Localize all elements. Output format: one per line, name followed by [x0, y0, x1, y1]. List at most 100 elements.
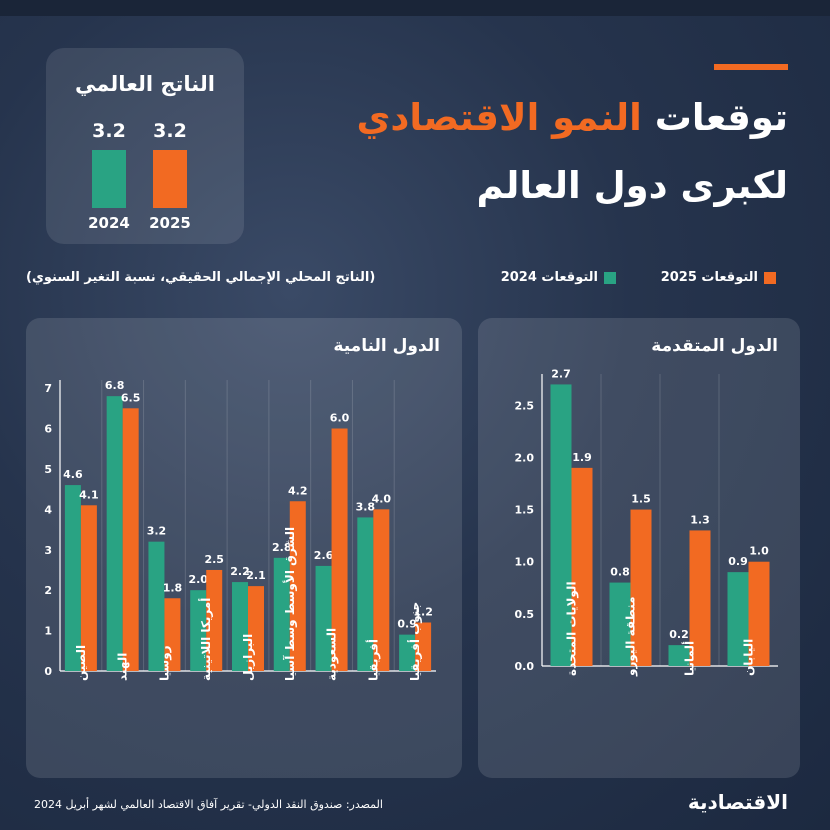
- legend-label-2025: التوقعات 2025: [660, 270, 758, 285]
- data-label: 1.0: [749, 545, 769, 558]
- bar-2025: [248, 586, 264, 671]
- data-label: 1.3: [690, 513, 710, 526]
- title-accent-bar: [714, 64, 788, 70]
- bar-2024: [357, 517, 374, 671]
- data-label: 1.2: [413, 606, 433, 619]
- y-tick-label: 4: [44, 503, 52, 516]
- developing-chart: 0 1 2 3 4 5 6 7 4.6 4.1 الصين 6.86.5 الهند 3.2 1.8 روسي…: [44, 379, 436, 681]
- category-label: ألمانيا: [682, 641, 697, 676]
- global-value-2024: 3.2: [92, 120, 126, 142]
- data-label: 4.6: [63, 468, 83, 481]
- top-strip: [0, 0, 830, 16]
- bar-2025: [164, 598, 181, 671]
- global-output-title: الناتج العالمي: [75, 72, 215, 96]
- advanced-panel: الدول المتقدمة 0.0 0.5 1.0 1.5 2.0 2.5 2.7 1.9 ا…: [478, 318, 800, 778]
- data-label: 6.0: [330, 412, 350, 425]
- bar-2024: [668, 645, 690, 666]
- data-label: 2.0: [188, 573, 208, 586]
- data-label: 0.8: [610, 566, 630, 579]
- legend-swatch-2024: [604, 271, 616, 284]
- main-title-line2: لكبرى دول العالم: [476, 164, 788, 207]
- y-tick-label: 2: [44, 584, 52, 597]
- y-tick-label: 1.5: [515, 504, 535, 517]
- source-note: المصدر: صندوق النقد الدولي- تقرير آفاق ا…: [34, 798, 383, 811]
- category-label: الهند: [116, 653, 130, 681]
- category-label: جنوب أفريقيا: [407, 602, 423, 681]
- bar-2024: [190, 590, 207, 671]
- global-output-box: الناتج العالمي 3.2 3.2 2024 2025: [46, 48, 244, 244]
- bar-2025: [748, 561, 770, 666]
- bar-2025: [331, 428, 348, 671]
- data-label: 4.2: [288, 484, 308, 497]
- category-label: اليابان: [742, 639, 756, 676]
- y-tick-label: 0: [44, 665, 52, 678]
- category-label: الصين: [74, 645, 88, 681]
- bar-2025: [689, 530, 711, 666]
- y-tick-label: 1.0: [515, 556, 535, 569]
- y-tick-label: 1: [44, 625, 52, 638]
- global-value-2025: 3.2: [153, 120, 187, 142]
- developing-panel: الدول النامية 0 1 2 3 4 5 6 7 4.6 4.1 الصين 6.8 6.5 ا…: [26, 318, 462, 778]
- y-tick-label: 2.5: [515, 399, 535, 412]
- data-label: 6.5: [121, 391, 140, 404]
- category-label: منطقة اليورو: [624, 596, 639, 677]
- units-note: (الناتج المحلي الإجمالي الحقيقي، نسبة ال…: [26, 270, 376, 285]
- data-label: 6.8: [105, 379, 125, 392]
- category-label: البرازيل: [241, 634, 255, 681]
- bar-2025: [630, 509, 652, 666]
- category-label: السعودية: [325, 628, 340, 681]
- bar-2025: [206, 569, 223, 671]
- data-label: 4.0: [372, 492, 392, 505]
- y-tick-label: 6: [44, 423, 52, 436]
- title-highlight: النمو الاقتصادي: [356, 96, 642, 139]
- category-label: الشرق الأوسط وسط آسيا: [282, 527, 298, 681]
- category-label: الولايات المتحدة: [565, 581, 580, 676]
- y-tick-label: 0.5: [515, 608, 535, 621]
- data-label: 0.2: [669, 628, 689, 641]
- bar-2024: [106, 396, 123, 671]
- data-label: 3.8: [356, 500, 376, 513]
- data-label: 2.1: [246, 569, 266, 582]
- data-label: 4.1: [79, 488, 99, 501]
- bar-2025: [289, 501, 306, 671]
- bar-2025: [80, 505, 97, 671]
- data-label: 2.8: [272, 541, 292, 554]
- y-tick-label: 0.0: [515, 660, 535, 673]
- legend-item-2025: التوقعات 2025: [661, 270, 776, 285]
- legend-label-2024: التوقعات 2024: [500, 270, 598, 285]
- advanced-panel-title: الدول المتقدمة: [651, 336, 778, 356]
- global-year-2025: 2025: [149, 214, 191, 232]
- bar-2024: [399, 634, 416, 671]
- bar-2024: [148, 541, 165, 671]
- global-bar-2024: [92, 150, 126, 208]
- data-label: 2.7: [551, 367, 571, 380]
- legend-item-2024: التوقعات 2024: [501, 270, 616, 285]
- data-label: 1.9: [572, 451, 592, 464]
- legend-swatch-2025: [764, 271, 776, 284]
- bar-2024: [232, 582, 248, 671]
- title-part1: توقعات: [654, 96, 788, 139]
- bar-2025: [571, 467, 593, 666]
- bar-2024: [315, 565, 332, 671]
- bar-2025: [373, 509, 390, 671]
- data-label: 2.5: [204, 553, 224, 566]
- category-label: أفريقيا: [365, 639, 380, 681]
- bar-2024: [550, 384, 572, 666]
- main-title-line1: توقعات النمو الاقتصادي: [356, 96, 788, 139]
- bar-2024: [727, 572, 749, 666]
- data-label: 0.9: [728, 555, 748, 568]
- global-year-2024: 2024: [88, 214, 130, 232]
- data-label: 2.2: [230, 565, 250, 578]
- y-tick-label: 3: [44, 544, 52, 557]
- data-label: 2.6: [314, 549, 334, 562]
- data-label: 1.8: [163, 581, 183, 594]
- bar-2024: [64, 485, 81, 671]
- bar-2025: [415, 622, 432, 671]
- category-label: روسيا: [157, 645, 172, 681]
- y-tick-label: 2.0: [515, 451, 535, 464]
- y-tick-label: 5: [44, 463, 52, 476]
- category-label: أمريكا اللاتينية: [198, 598, 213, 681]
- bar-2025: [122, 408, 139, 671]
- bar-2024: [273, 557, 290, 671]
- bar-2024: [609, 582, 631, 666]
